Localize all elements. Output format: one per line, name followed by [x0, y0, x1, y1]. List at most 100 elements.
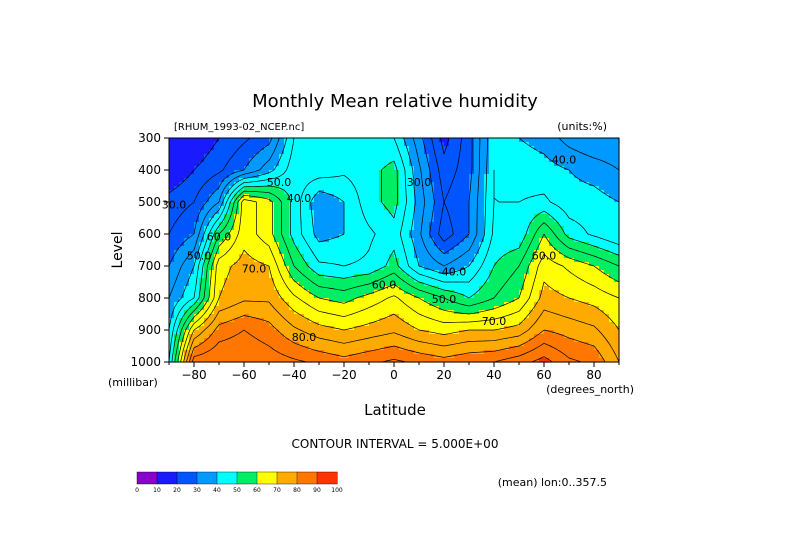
- field-cell: [409, 206, 415, 211]
- field-cell: [434, 342, 440, 347]
- field-cell: [379, 330, 385, 335]
- field-cell: [314, 210, 320, 215]
- field-cell: [354, 358, 360, 363]
- field-cell: [194, 310, 200, 315]
- field-cell: [469, 350, 475, 355]
- field-cell: [284, 150, 290, 155]
- field-cell: [444, 326, 450, 331]
- field-cell: [584, 326, 590, 331]
- field-cell: [179, 322, 185, 327]
- field-cell: [504, 214, 510, 219]
- field-cell: [169, 266, 175, 271]
- field-cell: [464, 270, 470, 275]
- field-cell: [499, 274, 505, 279]
- field-cell: [214, 290, 220, 295]
- field-cell: [184, 270, 190, 275]
- field-cell: [264, 198, 270, 203]
- field-cell: [564, 326, 570, 331]
- field-cell: [274, 350, 280, 355]
- field-cell: [594, 170, 600, 175]
- field-cell: [474, 286, 480, 291]
- field-cell: [354, 142, 360, 147]
- field-cell: [259, 346, 265, 351]
- field-cell: [574, 206, 580, 211]
- field-cell: [534, 182, 540, 187]
- field-cell: [529, 354, 535, 359]
- field-cell: [384, 350, 390, 355]
- field-cell: [179, 138, 185, 143]
- field-cell: [394, 290, 400, 295]
- field-cell: [594, 194, 600, 199]
- field-cell: [429, 210, 435, 215]
- field-cell: [494, 286, 500, 291]
- field-cell: [519, 230, 525, 235]
- field-cell: [589, 342, 595, 347]
- field-cell: [249, 230, 255, 235]
- field-cell: [489, 342, 495, 347]
- field-cell: [559, 346, 565, 351]
- field-cell: [554, 182, 560, 187]
- field-cell: [559, 322, 565, 327]
- field-cell: [224, 178, 230, 183]
- field-cell: [454, 138, 460, 143]
- field-cell: [274, 218, 280, 223]
- field-cell: [254, 170, 260, 175]
- field-cell: [534, 298, 540, 303]
- field-cell: [264, 202, 270, 207]
- field-cell: [559, 234, 565, 239]
- field-cell: [289, 318, 295, 323]
- field-cell: [579, 138, 585, 143]
- field-cell: [544, 218, 550, 223]
- field-cell: [449, 214, 455, 219]
- field-cell: [229, 274, 235, 279]
- field-cell: [584, 242, 590, 247]
- field-cell: [289, 194, 295, 199]
- field-cell: [479, 174, 485, 179]
- field-cell: [249, 326, 255, 331]
- field-cell: [594, 286, 600, 291]
- field-cell: [574, 174, 580, 179]
- field-cell: [329, 166, 335, 171]
- field-cell: [249, 346, 255, 351]
- field-cell: [329, 138, 335, 143]
- field-cell: [464, 210, 470, 215]
- field-cell: [409, 174, 415, 179]
- field-cell: [189, 182, 195, 187]
- field-cell: [219, 334, 225, 339]
- field-cell: [574, 190, 580, 195]
- field-cell: [464, 346, 470, 351]
- field-cell: [259, 150, 265, 155]
- field-cell: [269, 202, 275, 207]
- field-cell: [484, 338, 490, 343]
- field-cell: [399, 306, 405, 311]
- field-cell: [414, 326, 420, 331]
- field-cell: [499, 306, 505, 311]
- field-cell: [589, 306, 595, 311]
- field-cell: [254, 190, 260, 195]
- field-cell: [224, 194, 230, 199]
- field-cell: [599, 166, 605, 171]
- field-cell: [294, 290, 300, 295]
- field-cell: [334, 306, 340, 311]
- field-cell: [509, 190, 515, 195]
- field-cell: [554, 214, 560, 219]
- field-cell: [339, 278, 345, 283]
- field-cell: [574, 286, 580, 291]
- field-cell: [424, 270, 430, 275]
- field-cell: [434, 150, 440, 155]
- field-cell: [604, 274, 610, 279]
- field-cell: [234, 258, 240, 263]
- field-cell: [519, 202, 525, 207]
- field-cell: [324, 250, 330, 255]
- field-cell: [599, 150, 605, 155]
- field-cell: [374, 342, 380, 347]
- field-cell: [579, 166, 585, 171]
- field-cell: [494, 166, 500, 171]
- field-cell: [599, 182, 605, 187]
- field-cell: [269, 222, 275, 227]
- field-cell: [204, 178, 210, 183]
- field-cell: [194, 182, 200, 187]
- field-cell: [174, 242, 180, 247]
- field-cell: [274, 286, 280, 291]
- field-cell: [264, 298, 270, 303]
